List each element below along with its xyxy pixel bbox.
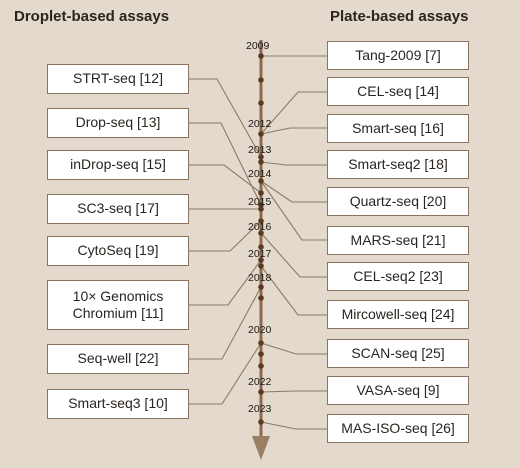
timeline-dot: [258, 419, 264, 425]
year-label-2016: 2016: [248, 221, 272, 233]
plate-box-vasa-seq: VASA-seq [9]: [327, 376, 469, 405]
plate-box-cel-seq2: CEL-seq2 [23]: [327, 262, 469, 291]
connectors: [189, 55, 327, 430]
droplet-box-strt-seq: STRT-seq [12]: [47, 64, 189, 94]
droplet-box-drop-seq: Drop-seq [13]: [47, 108, 189, 138]
timeline-dot: [258, 154, 264, 160]
timeline-dot: [258, 389, 264, 395]
droplet-box-smart-seq3: Smart-seq3 [10]: [47, 389, 189, 419]
timeline-dot: [258, 190, 264, 196]
connector-line: [260, 91, 327, 135]
timeline-dot: [258, 244, 264, 250]
year-label-2014: 2014: [248, 168, 272, 180]
connector-line: [189, 259, 262, 306]
droplet-box-sc3-seq: SC3-seq [17]: [47, 194, 189, 224]
year-label-2015: 2015: [248, 196, 272, 208]
plate-box-cel-seq: CEL-seq [14]: [327, 77, 469, 106]
timeline-dot: [258, 202, 264, 208]
droplet-heading: Droplet-based assays: [14, 8, 170, 25]
year-label-2012: 2012: [248, 118, 272, 130]
connector-line: [189, 164, 262, 194]
connector-line: [189, 342, 262, 405]
timeline-dot: [258, 206, 264, 212]
droplet-box-seq-well: Seq-well [22]: [47, 344, 189, 374]
timeline-dot: [258, 100, 264, 106]
year-label-2022: 2022: [248, 376, 272, 388]
connector-line: [260, 265, 327, 316]
connector-line: [260, 127, 327, 135]
timeline-dot: [258, 131, 264, 137]
timeline-dot: [258, 230, 264, 236]
year-label-2017: 2017: [248, 248, 272, 260]
timeline-dots: [258, 53, 264, 425]
connector-line: [260, 390, 327, 393]
plate-box-smart-seq: Smart-seq [16]: [327, 114, 469, 143]
connector-line: [260, 180, 327, 241]
connector-line: [189, 220, 262, 252]
connector-line: [189, 78, 262, 158]
timeline-dot: [258, 340, 264, 346]
timeline-dot: [258, 284, 264, 290]
year-label-2020: 2020: [248, 324, 272, 336]
plate-box-smart-seq2: Smart-seq2 [18]: [327, 150, 469, 179]
timeline-dot: [258, 295, 264, 301]
timeline-dot: [258, 363, 264, 369]
connector-line: [260, 342, 327, 355]
timeline-arrowhead: [252, 436, 270, 460]
plate-box-mas-iso-seq: MAS-ISO-seq [26]: [327, 414, 469, 443]
connector-line: [260, 232, 327, 278]
plate-box-quartz-seq: Quartz-seq [20]: [327, 187, 469, 216]
year-label-2018: 2018: [248, 272, 272, 284]
timeline-dot: [258, 77, 264, 83]
connector-line: [260, 180, 327, 203]
year-label-2023: 2023: [248, 403, 272, 415]
plate-box-mircowell-seq: Mircowell-seq [24]: [327, 300, 469, 329]
timeline-dot: [258, 351, 264, 357]
timeline-dot: [258, 263, 264, 269]
plate-box-scan-seq: SCAN-seq [25]: [327, 339, 469, 368]
connector-line: [260, 421, 327, 430]
connector-line: [260, 161, 327, 166]
timeline-dot: [258, 218, 264, 224]
timeline-dot: [258, 159, 264, 165]
droplet-box-cytoseq: CytoSeq [19]: [47, 236, 189, 266]
timeline-dot: [258, 53, 264, 59]
plate-box-mars-seq: MARS-seq [21]: [327, 226, 469, 255]
droplet-box-indrop-seq: inDrop-seq [15]: [47, 150, 189, 180]
droplet-box-10x-chromium: 10× Genomics Chromium [11]: [47, 280, 189, 330]
plate-box-tang-2009: Tang-2009 [7]: [327, 41, 469, 70]
year-label-2009: 2009: [246, 40, 270, 52]
plate-heading: Plate-based assays: [330, 8, 469, 25]
year-label-2013: 2013: [248, 144, 272, 156]
timeline-dot: [258, 257, 264, 263]
connector-line: [189, 286, 262, 360]
connector-line: [189, 122, 262, 206]
timeline-dot: [258, 178, 264, 184]
